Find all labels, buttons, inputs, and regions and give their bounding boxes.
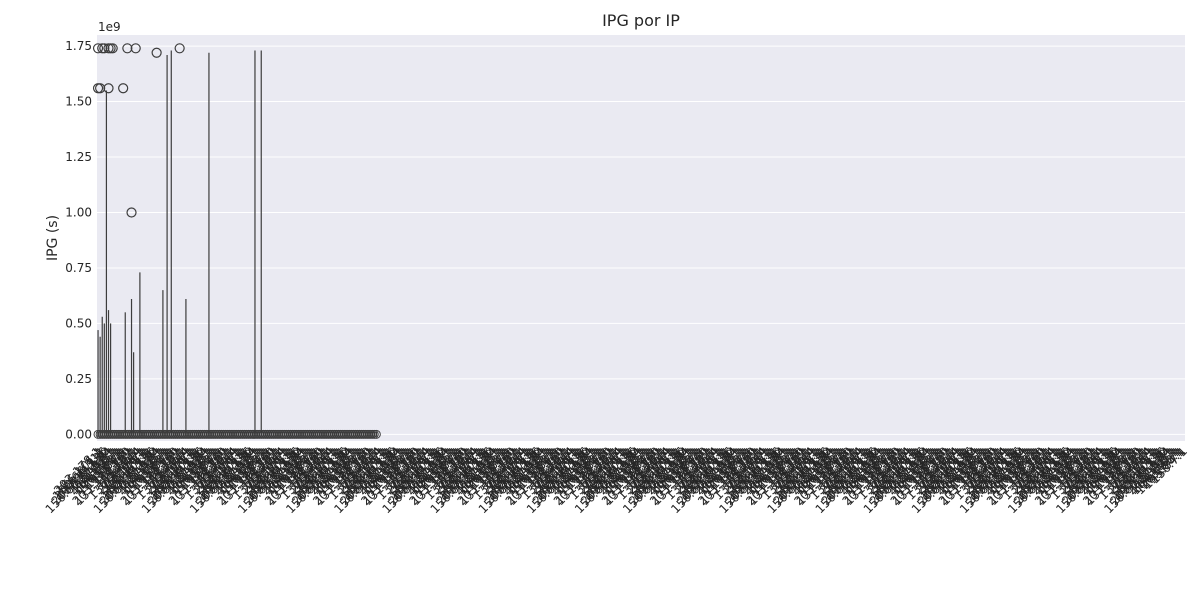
- outlier-point: [130, 43, 141, 54]
- y-tick-label: 1.00: [65, 205, 92, 219]
- outlier-marks: [92, 43, 185, 218]
- zero-outlier: [369, 429, 379, 439]
- box-marks: [97, 50, 262, 435]
- outlier-point: [118, 83, 129, 94]
- outlier-point: [107, 43, 118, 54]
- outlier-point: [99, 43, 110, 54]
- baseline-marks: [93, 429, 381, 439]
- y-tick-label: 0.25: [65, 372, 92, 386]
- y-tick-label: 0.00: [65, 427, 92, 441]
- outlier-point: [122, 43, 133, 54]
- y-tick-label: 0.75: [65, 261, 92, 275]
- outlier-point: [174, 43, 185, 54]
- plot-area: [97, 35, 1185, 441]
- outlier-point: [103, 83, 114, 94]
- y-tick-label: 1.75: [65, 39, 92, 53]
- y-tick-label: 1.50: [65, 95, 92, 109]
- x-tick-labels: 203.178.1156.101.1150.66.111203.10.13620…: [43, 444, 1190, 516]
- outlier-point: [151, 47, 162, 58]
- y-axis-label: IPG (s): [45, 215, 61, 261]
- outlier-point: [95, 83, 106, 94]
- zero-outlier: [371, 429, 381, 439]
- y-tick-label: 0.50: [65, 316, 92, 330]
- grid-lines: [97, 45, 1185, 435]
- y-offset-text: 1e9: [98, 20, 121, 34]
- chart-title: IPG por IP: [602, 11, 680, 30]
- y-tick-labels: 0.00 0.25 0.50 0.75 1.00 1.25 1.50 1.75: [65, 39, 92, 441]
- outlier-point: [126, 207, 137, 218]
- y-tick-label: 1.25: [65, 150, 92, 164]
- outlier-point: [92, 43, 104, 54]
